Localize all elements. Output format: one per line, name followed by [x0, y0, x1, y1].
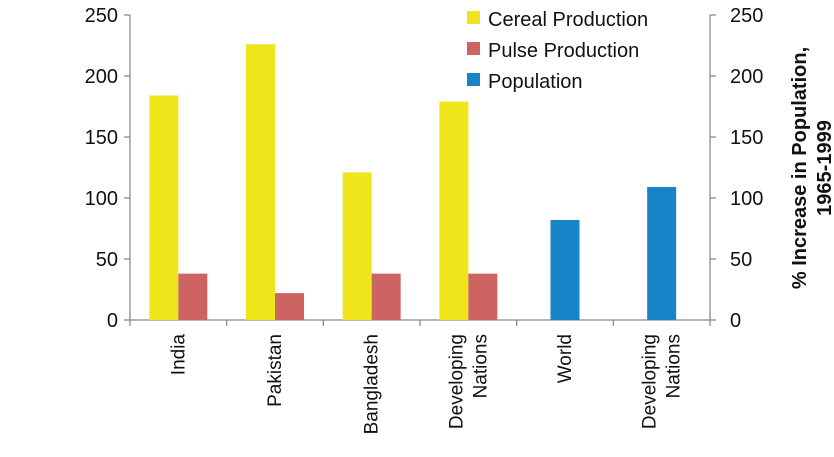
- y-tick-label-right: 0: [730, 310, 741, 332]
- bar-pulse-production: [468, 273, 498, 320]
- y-tick-label-right: 200: [730, 66, 763, 88]
- bar-pulse-production: [275, 293, 304, 320]
- x-category-label: India: [168, 334, 189, 376]
- bar-population: [550, 219, 580, 320]
- bar-pulse-production: [178, 273, 208, 320]
- x-category-label: Bangladesh: [362, 334, 383, 434]
- x-category-label: Pakistan: [265, 334, 286, 407]
- plot-area: 0 0 50 50 100 100 150 150 200 200 250 250 India Pakis…: [85, 5, 764, 434]
- bar-population: [647, 187, 677, 320]
- bar-cereal-production: [149, 95, 179, 321]
- bar-cereal-production: [439, 101, 469, 321]
- y-tick-label-left: 250: [85, 5, 118, 27]
- y-axis-title-right-line: 1965-1999: [814, 120, 834, 216]
- y-axis-title-right-line: % Increase in Population,: [789, 47, 811, 289]
- legend-swatch: [467, 73, 480, 86]
- bar-pulse-production: [371, 273, 401, 320]
- bar-cereal-production: [246, 44, 275, 320]
- x-category-label: Nations: [664, 334, 685, 398]
- legend-swatch: [467, 42, 480, 55]
- x-category-label: Developing: [640, 334, 661, 429]
- legend-swatch: [467, 11, 480, 24]
- y-tick-label-left: 0: [107, 310, 118, 332]
- legend-label: Pulse Production: [488, 40, 639, 62]
- y-tick-label-right: 50: [730, 249, 752, 271]
- legend-label: Population: [488, 71, 583, 93]
- x-category-label: World: [555, 334, 576, 383]
- legend-label: Cereal Production: [488, 9, 648, 31]
- y-tick-label-left: 50: [96, 249, 118, 271]
- x-category-label: Developing: [446, 334, 467, 429]
- legend: Cereal Production Pulse Production Populat…: [467, 9, 648, 93]
- x-category-label: Nations: [470, 334, 491, 398]
- y-tick-label-right: 250: [730, 5, 763, 27]
- y-tick-label-right: 100: [730, 188, 763, 210]
- y-tick-label-left: 150: [85, 127, 118, 149]
- bar-cereal-production: [342, 172, 372, 320]
- y-tick-label-right: 150: [730, 127, 763, 149]
- y-tick-label-left: 200: [85, 66, 118, 88]
- y-tick-label-left: 100: [85, 188, 118, 210]
